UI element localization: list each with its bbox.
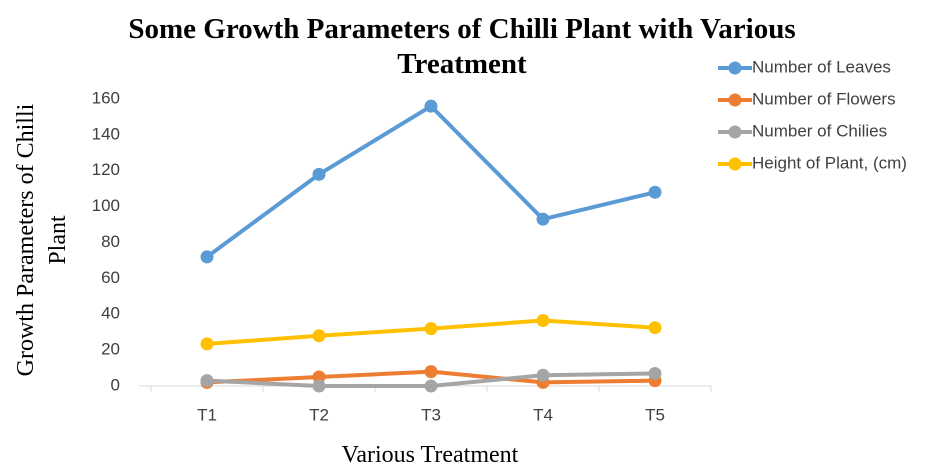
x-tick-label: T1 — [197, 405, 217, 424]
y-tick-label: 140 — [92, 124, 120, 143]
chart-title: Some Growth Parameters of Chilli Plant w… — [128, 13, 796, 80]
series-line — [205, 104, 656, 259]
x-tick-label: T4 — [533, 405, 553, 424]
y-tick-label: 120 — [92, 160, 120, 179]
data-point — [200, 337, 214, 351]
legend-label: Number of Leaves — [752, 57, 891, 76]
data-point — [312, 379, 326, 393]
legend-marker — [728, 93, 742, 107]
y-tick-label: 100 — [92, 196, 120, 215]
data-point — [312, 167, 326, 181]
legend-marker — [728, 125, 742, 139]
data-point — [200, 250, 214, 264]
data-point — [312, 329, 326, 343]
data-point — [424, 322, 438, 336]
y-tick-label: 0 — [111, 375, 120, 394]
y-tick-label: 20 — [101, 340, 120, 359]
legend-label: Height of Plant, (cm) — [752, 153, 907, 172]
legend-label: Number of Flowers — [752, 89, 896, 108]
data-point — [424, 99, 438, 113]
data-point — [536, 368, 550, 382]
y-tick-label: 60 — [101, 268, 120, 287]
legend-marker — [728, 157, 742, 171]
data-point — [424, 365, 438, 379]
legend-marker — [728, 61, 742, 75]
data-point — [648, 185, 662, 199]
x-tick-label: T5 — [645, 405, 665, 424]
y-tick-label: 160 — [92, 88, 120, 107]
data-point — [200, 374, 214, 388]
x-tick-label: T3 — [421, 405, 441, 424]
y-tick-label: 40 — [101, 304, 120, 323]
data-point — [312, 370, 326, 384]
data-point — [536, 314, 550, 328]
data-point — [424, 379, 438, 393]
x-tick-label: T2 — [309, 405, 329, 424]
legend-label: Number of Chilies — [752, 121, 887, 140]
y-tick-label: 80 — [101, 232, 120, 251]
data-point — [648, 366, 662, 380]
y-axis-label: Growth Parameters of Chilli Plant — [13, 103, 71, 377]
data-point — [648, 321, 662, 335]
x-axis-label: Various Treatment — [341, 442, 519, 468]
data-point — [536, 212, 550, 226]
